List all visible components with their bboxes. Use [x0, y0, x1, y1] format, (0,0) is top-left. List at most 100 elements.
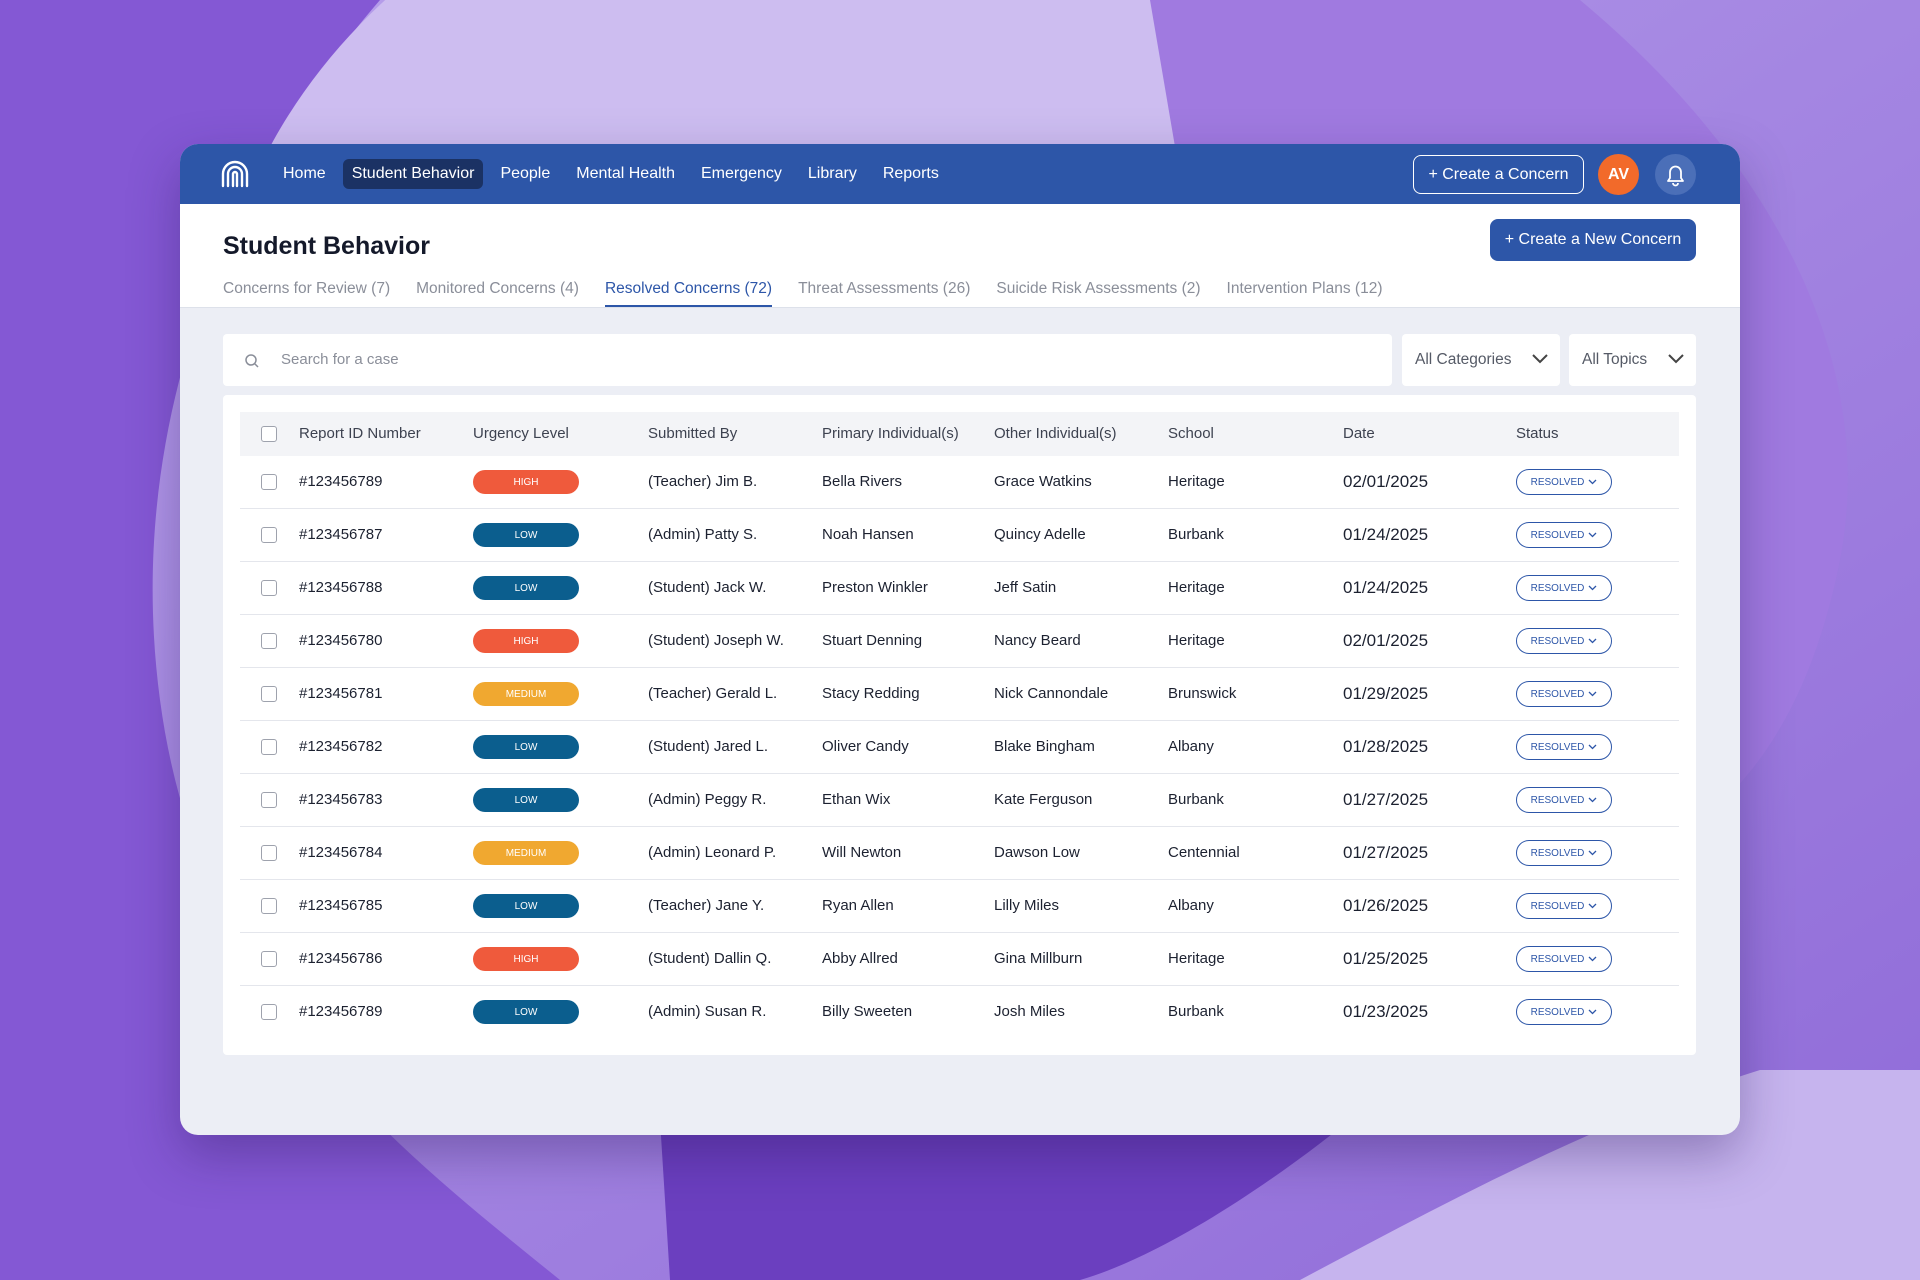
nav-item[interactable]: Student Behavior — [342, 159, 484, 189]
cell-school: Heritage — [1168, 579, 1225, 596]
status-dropdown[interactable]: RESOLVED — [1516, 946, 1612, 972]
cell-primary: Bella Rivers — [822, 473, 903, 490]
column-header: Other Individual(s) — [994, 425, 1117, 442]
status-dropdown[interactable]: RESOLVED — [1516, 575, 1612, 601]
row-divider — [240, 826, 1679, 827]
category-label: All Categories — [1415, 351, 1512, 368]
cell-submitted: (Admin) Susan R. — [648, 1003, 767, 1020]
new-concern-button[interactable]: + Create a New Concern — [1490, 219, 1696, 261]
row-checkbox[interactable] — [261, 792, 277, 808]
status-label: RESOLVED — [1530, 1006, 1585, 1018]
cell-other: Nancy Beard — [994, 632, 1081, 649]
cell-date: 01/24/2025 — [1343, 525, 1429, 544]
select-all-checkbox[interactable] — [261, 426, 277, 442]
cell-school: Heritage — [1168, 950, 1225, 967]
urgency-badge: LOW — [473, 1000, 579, 1024]
nav-item[interactable]: People — [500, 165, 551, 182]
status-dropdown[interactable]: RESOLVED — [1516, 787, 1612, 813]
cell-date: 01/26/2025 — [1343, 896, 1429, 915]
row-divider — [240, 985, 1679, 986]
nav-bar: Home Student Behavior People Mental Health E… — [180, 144, 1740, 204]
row-divider — [240, 932, 1679, 933]
status-label: RESOLVED — [1530, 635, 1585, 647]
topic-label: All Topics — [1582, 351, 1648, 368]
cell-date: 01/28/2025 — [1343, 737, 1429, 756]
notifications[interactable] — [1655, 154, 1696, 195]
status-label: RESOLVED — [1530, 529, 1585, 541]
tab[interactable]: Threat Assessments (26) — [798, 280, 971, 297]
row-divider — [240, 561, 1679, 562]
row-checkbox[interactable] — [261, 527, 277, 543]
row-checkbox[interactable] — [261, 686, 277, 702]
page-title: Student Behavior — [223, 232, 430, 260]
row-checkbox[interactable] — [261, 474, 277, 490]
row-checkbox[interactable] — [261, 580, 277, 596]
nav-item[interactable]: Library — [807, 165, 857, 182]
cell-primary: Preston Winkler — [822, 579, 928, 596]
status-dropdown[interactable]: RESOLVED — [1516, 628, 1612, 654]
nav-item[interactable]: Home — [283, 165, 326, 182]
nav-item[interactable]: Emergency — [700, 165, 782, 182]
status-label: RESOLVED — [1530, 794, 1585, 806]
cell-other: Quincy Adelle — [994, 526, 1086, 543]
tab[interactable]: Suicide Risk Assessments (2) — [996, 280, 1201, 297]
row-divider — [240, 879, 1679, 880]
create-concern-button[interactable]: + Create a Concern — [1413, 155, 1584, 194]
cell-id: #123456785 — [299, 897, 383, 914]
urgency-badge: LOW — [473, 576, 579, 600]
cell-other: Grace Watkins — [994, 473, 1092, 490]
logo[interactable] — [220, 160, 250, 188]
cell-primary: Oliver Candy — [822, 738, 909, 755]
status-dropdown[interactable]: RESOLVED — [1516, 999, 1612, 1025]
table-card: Report ID Number Urgency Level Submitted B… — [223, 395, 1696, 1055]
cell-date: 01/27/2025 — [1343, 790, 1429, 809]
status-label: RESOLVED — [1530, 582, 1585, 594]
cell-date: 01/25/2025 — [1343, 949, 1429, 968]
search-box[interactable]: Search for a case — [223, 334, 1392, 386]
cell-date: 02/01/2025 — [1343, 472, 1429, 491]
urgency-badge: LOW — [473, 523, 579, 547]
column-header: Date — [1343, 425, 1375, 442]
tab[interactable]: Resolved Concerns (72) — [604, 280, 773, 307]
row-checkbox[interactable] — [261, 951, 277, 967]
cell-other: Lilly Miles — [994, 897, 1060, 914]
tab[interactable]: Intervention Plans (12) — [1226, 280, 1383, 297]
status-dropdown[interactable]: RESOLVED — [1516, 522, 1612, 548]
nav-items: Home Student Behavior People Mental Health E… — [274, 144, 948, 204]
nav-item[interactable]: Mental Health — [576, 165, 675, 182]
status-dropdown[interactable]: RESOLVED — [1516, 734, 1612, 760]
cell-date: 02/01/2025 — [1343, 631, 1429, 650]
status-dropdown[interactable]: RESOLVED — [1516, 469, 1612, 495]
row-checkbox[interactable] — [261, 1004, 277, 1020]
tab[interactable]: Concerns for Review (7) — [223, 280, 391, 297]
avatar[interactable]: AV — [1598, 154, 1639, 195]
urgency-badge: HIGH — [473, 629, 579, 653]
status-label: RESOLVED — [1530, 476, 1585, 488]
cell-school: Brunswick — [1168, 685, 1237, 702]
row-checkbox[interactable] — [261, 739, 277, 755]
row-divider — [240, 614, 1679, 615]
urgency-badge: HIGH — [473, 470, 579, 494]
status-dropdown[interactable]: RESOLVED — [1516, 681, 1612, 707]
table-header — [240, 412, 1679, 456]
tab[interactable]: Monitored Concerns (4) — [416, 280, 579, 297]
topic-filter[interactable]: All Topics — [1569, 334, 1696, 386]
status-dropdown[interactable]: RESOLVED — [1516, 840, 1612, 866]
status-label: RESOLVED — [1530, 900, 1585, 912]
row-checkbox[interactable] — [261, 898, 277, 914]
cell-primary: Ryan Allen — [822, 897, 894, 914]
cell-submitted: (Teacher) Jane Y. — [648, 897, 765, 914]
cell-date: 01/24/2025 — [1343, 578, 1429, 597]
nav-item[interactable]: Reports — [882, 165, 939, 182]
status-dropdown[interactable]: RESOLVED — [1516, 893, 1612, 919]
cell-id: #123456784 — [299, 844, 383, 861]
row-checkbox[interactable] — [261, 845, 277, 861]
cell-submitted: (Teacher) Jim B. — [648, 473, 758, 490]
cell-date: 01/23/2025 — [1343, 1002, 1429, 1021]
row-checkbox[interactable] — [261, 633, 277, 649]
category-filter[interactable]: All Categories — [1402, 334, 1560, 386]
cell-id: #123456783 — [299, 791, 383, 808]
cell-primary: Noah Hansen — [822, 526, 914, 543]
column-header: Urgency Level — [473, 425, 569, 442]
cell-other: Jeff Satin — [994, 579, 1057, 596]
